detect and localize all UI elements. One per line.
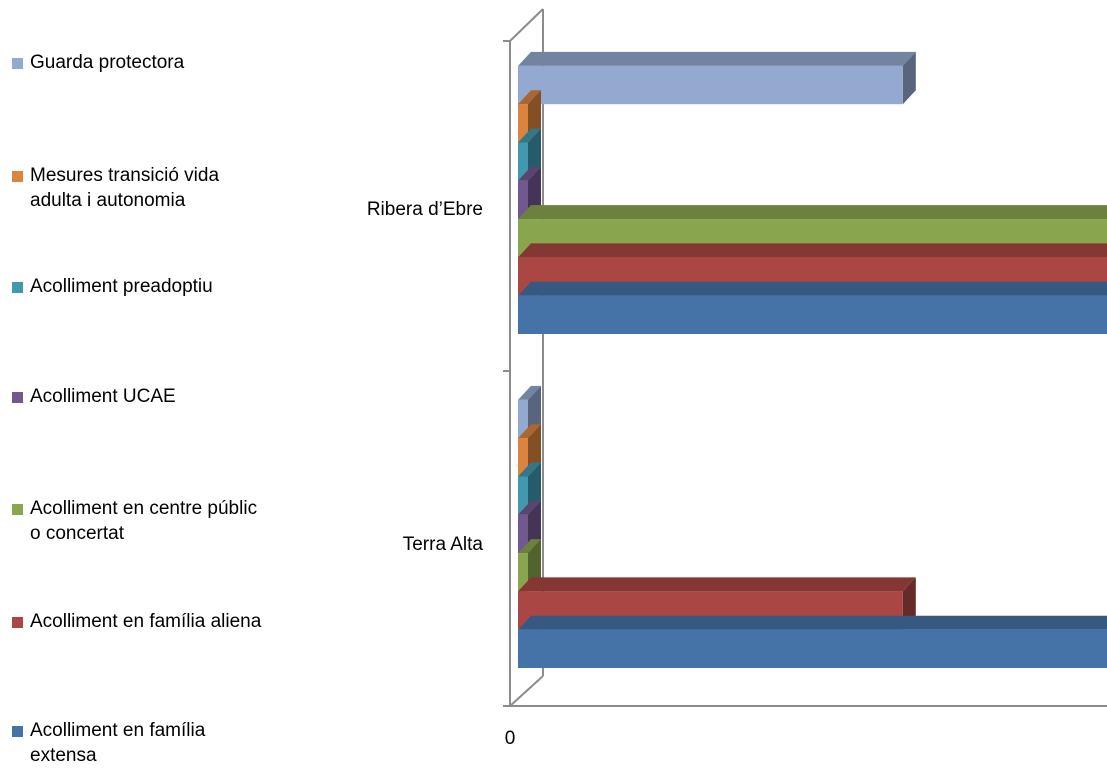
bar: [518, 629, 1107, 668]
bar-top-face: [518, 500, 541, 515]
bar-top-face: [518, 128, 541, 143]
bar-top-face: [518, 166, 541, 181]
legend-swatch: [12, 171, 23, 182]
legend-swatch: [12, 58, 23, 69]
bar: [518, 104, 528, 143]
bar: [518, 553, 528, 592]
legend-label: Acolliment en centre públic o concertat: [30, 498, 258, 544]
category-label: Ribera d’Ebre: [367, 199, 483, 220]
legend-item: Acolliment en família aliena: [10, 609, 270, 634]
bar: [518, 295, 1107, 334]
legend-swatch: [12, 726, 23, 737]
legend-label: Guarda protectora: [30, 52, 185, 73]
bar-top-face: [518, 615, 1107, 630]
bar-side-face: [902, 51, 916, 105]
bar: [518, 476, 528, 515]
bar: [518, 514, 528, 554]
legend-item: Acolliment UCAE: [10, 384, 270, 409]
x-tick-label: 0: [505, 728, 516, 749]
bar-top-face: [518, 424, 541, 439]
bar: [518, 65, 903, 105]
bar-top-face: [518, 385, 541, 400]
bar: [518, 142, 528, 181]
legend-label: Acolliment UCAE: [30, 386, 176, 407]
bar: [518, 399, 528, 439]
bar-top-face: [518, 539, 541, 554]
legend-swatch: [12, 392, 23, 403]
legend-item: Mesures transició vida adulta i autonomi…: [10, 163, 270, 213]
floor-depth-line: [509, 675, 544, 707]
bar-top-face: [518, 51, 916, 66]
legend-label: Acolliment preadoptiu: [30, 276, 213, 297]
legend-item: Acolliment en família extensa: [10, 718, 270, 768]
bar-top-face: [518, 243, 1107, 258]
legend-label: Acolliment en família aliena: [30, 611, 262, 632]
bar-top-face: [518, 462, 541, 477]
bar-top-face: [518, 90, 541, 105]
bar-top-face: [518, 577, 916, 592]
legend-label: Mesures transició vida adulta i autonomi…: [30, 165, 220, 211]
category-label: Terra Alta: [403, 534, 484, 555]
legend-swatch: [12, 282, 23, 293]
legend-item: Guarda protectora: [10, 50, 270, 75]
legend-label: Acolliment en família extensa: [30, 720, 206, 766]
legend-swatch: [12, 617, 23, 628]
bar: [518, 180, 528, 220]
legend-swatch: [12, 504, 23, 515]
legend-item: Acolliment preadoptiu: [10, 274, 270, 299]
bar-top-face: [518, 205, 1107, 220]
side-wall-top-edge: [509, 8, 544, 42]
legend-item: Acolliment en centre públic o concertat: [10, 496, 270, 546]
bar-top-face: [518, 281, 1107, 296]
bar: [518, 438, 528, 477]
